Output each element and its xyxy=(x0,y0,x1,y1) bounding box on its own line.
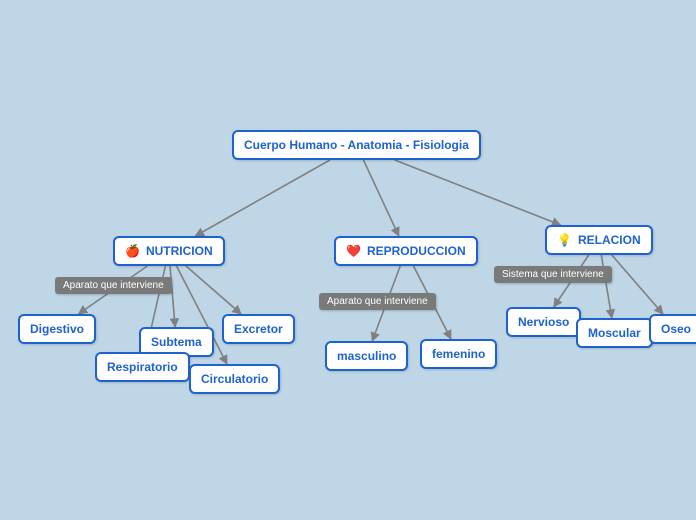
node-label: femenino xyxy=(432,347,485,361)
edge xyxy=(601,255,612,318)
node-label: Moscular xyxy=(588,326,641,340)
node-label: Excretor xyxy=(234,322,283,336)
node-oseo[interactable]: Oseo xyxy=(649,314,696,344)
node-label: Digestivo xyxy=(30,322,84,336)
node-nervioso[interactable]: Nervioso xyxy=(506,307,581,337)
node-label: Circulatorio xyxy=(201,372,268,386)
node-root[interactable]: Cuerpo Humano - Anatomia - Fisiologia xyxy=(232,130,481,160)
edge xyxy=(170,266,175,327)
node-label: Oseo xyxy=(661,322,691,336)
edge-label: Sistema que interviene xyxy=(494,266,612,283)
node-label: RELACION xyxy=(578,233,641,247)
edge-label: Aparato que interviene xyxy=(55,277,172,294)
edge xyxy=(195,160,330,236)
edge xyxy=(395,160,561,225)
node-icon: ❤️ xyxy=(346,244,361,258)
node-excretor[interactable]: Excretor xyxy=(222,314,295,344)
node-label: Cuerpo Humano - Anatomia - Fisiologia xyxy=(244,138,469,152)
edge xyxy=(186,266,241,314)
edge xyxy=(363,160,398,236)
node-label: masculino xyxy=(337,349,396,363)
node-label: Respiratorio xyxy=(107,360,178,374)
node-masculino[interactable]: masculino xyxy=(325,341,408,371)
node-relacion[interactable]: 💡 RELACION xyxy=(545,225,653,255)
node-icon: 💡 xyxy=(557,233,572,247)
node-reproduccion[interactable]: ❤️ REPRODUCCION xyxy=(334,236,478,266)
node-femenino[interactable]: femenino xyxy=(420,339,497,369)
node-label: Subtema xyxy=(151,335,202,349)
node-digestivo[interactable]: Digestivo xyxy=(18,314,96,344)
node-icon: 🍎 xyxy=(125,244,140,258)
node-label: REPRODUCCION xyxy=(367,244,466,258)
node-circulatorio[interactable]: Circulatorio xyxy=(189,364,280,394)
edge-label: Aparato que interviene xyxy=(319,293,436,310)
node-moscular[interactable]: Moscular xyxy=(576,318,653,348)
node-label: NUTRICION xyxy=(146,244,213,258)
edge xyxy=(612,255,663,314)
node-nutricion[interactable]: 🍎 NUTRICION xyxy=(113,236,225,266)
node-label: Nervioso xyxy=(518,315,569,329)
node-respiratorio[interactable]: Respiratorio xyxy=(95,352,190,382)
